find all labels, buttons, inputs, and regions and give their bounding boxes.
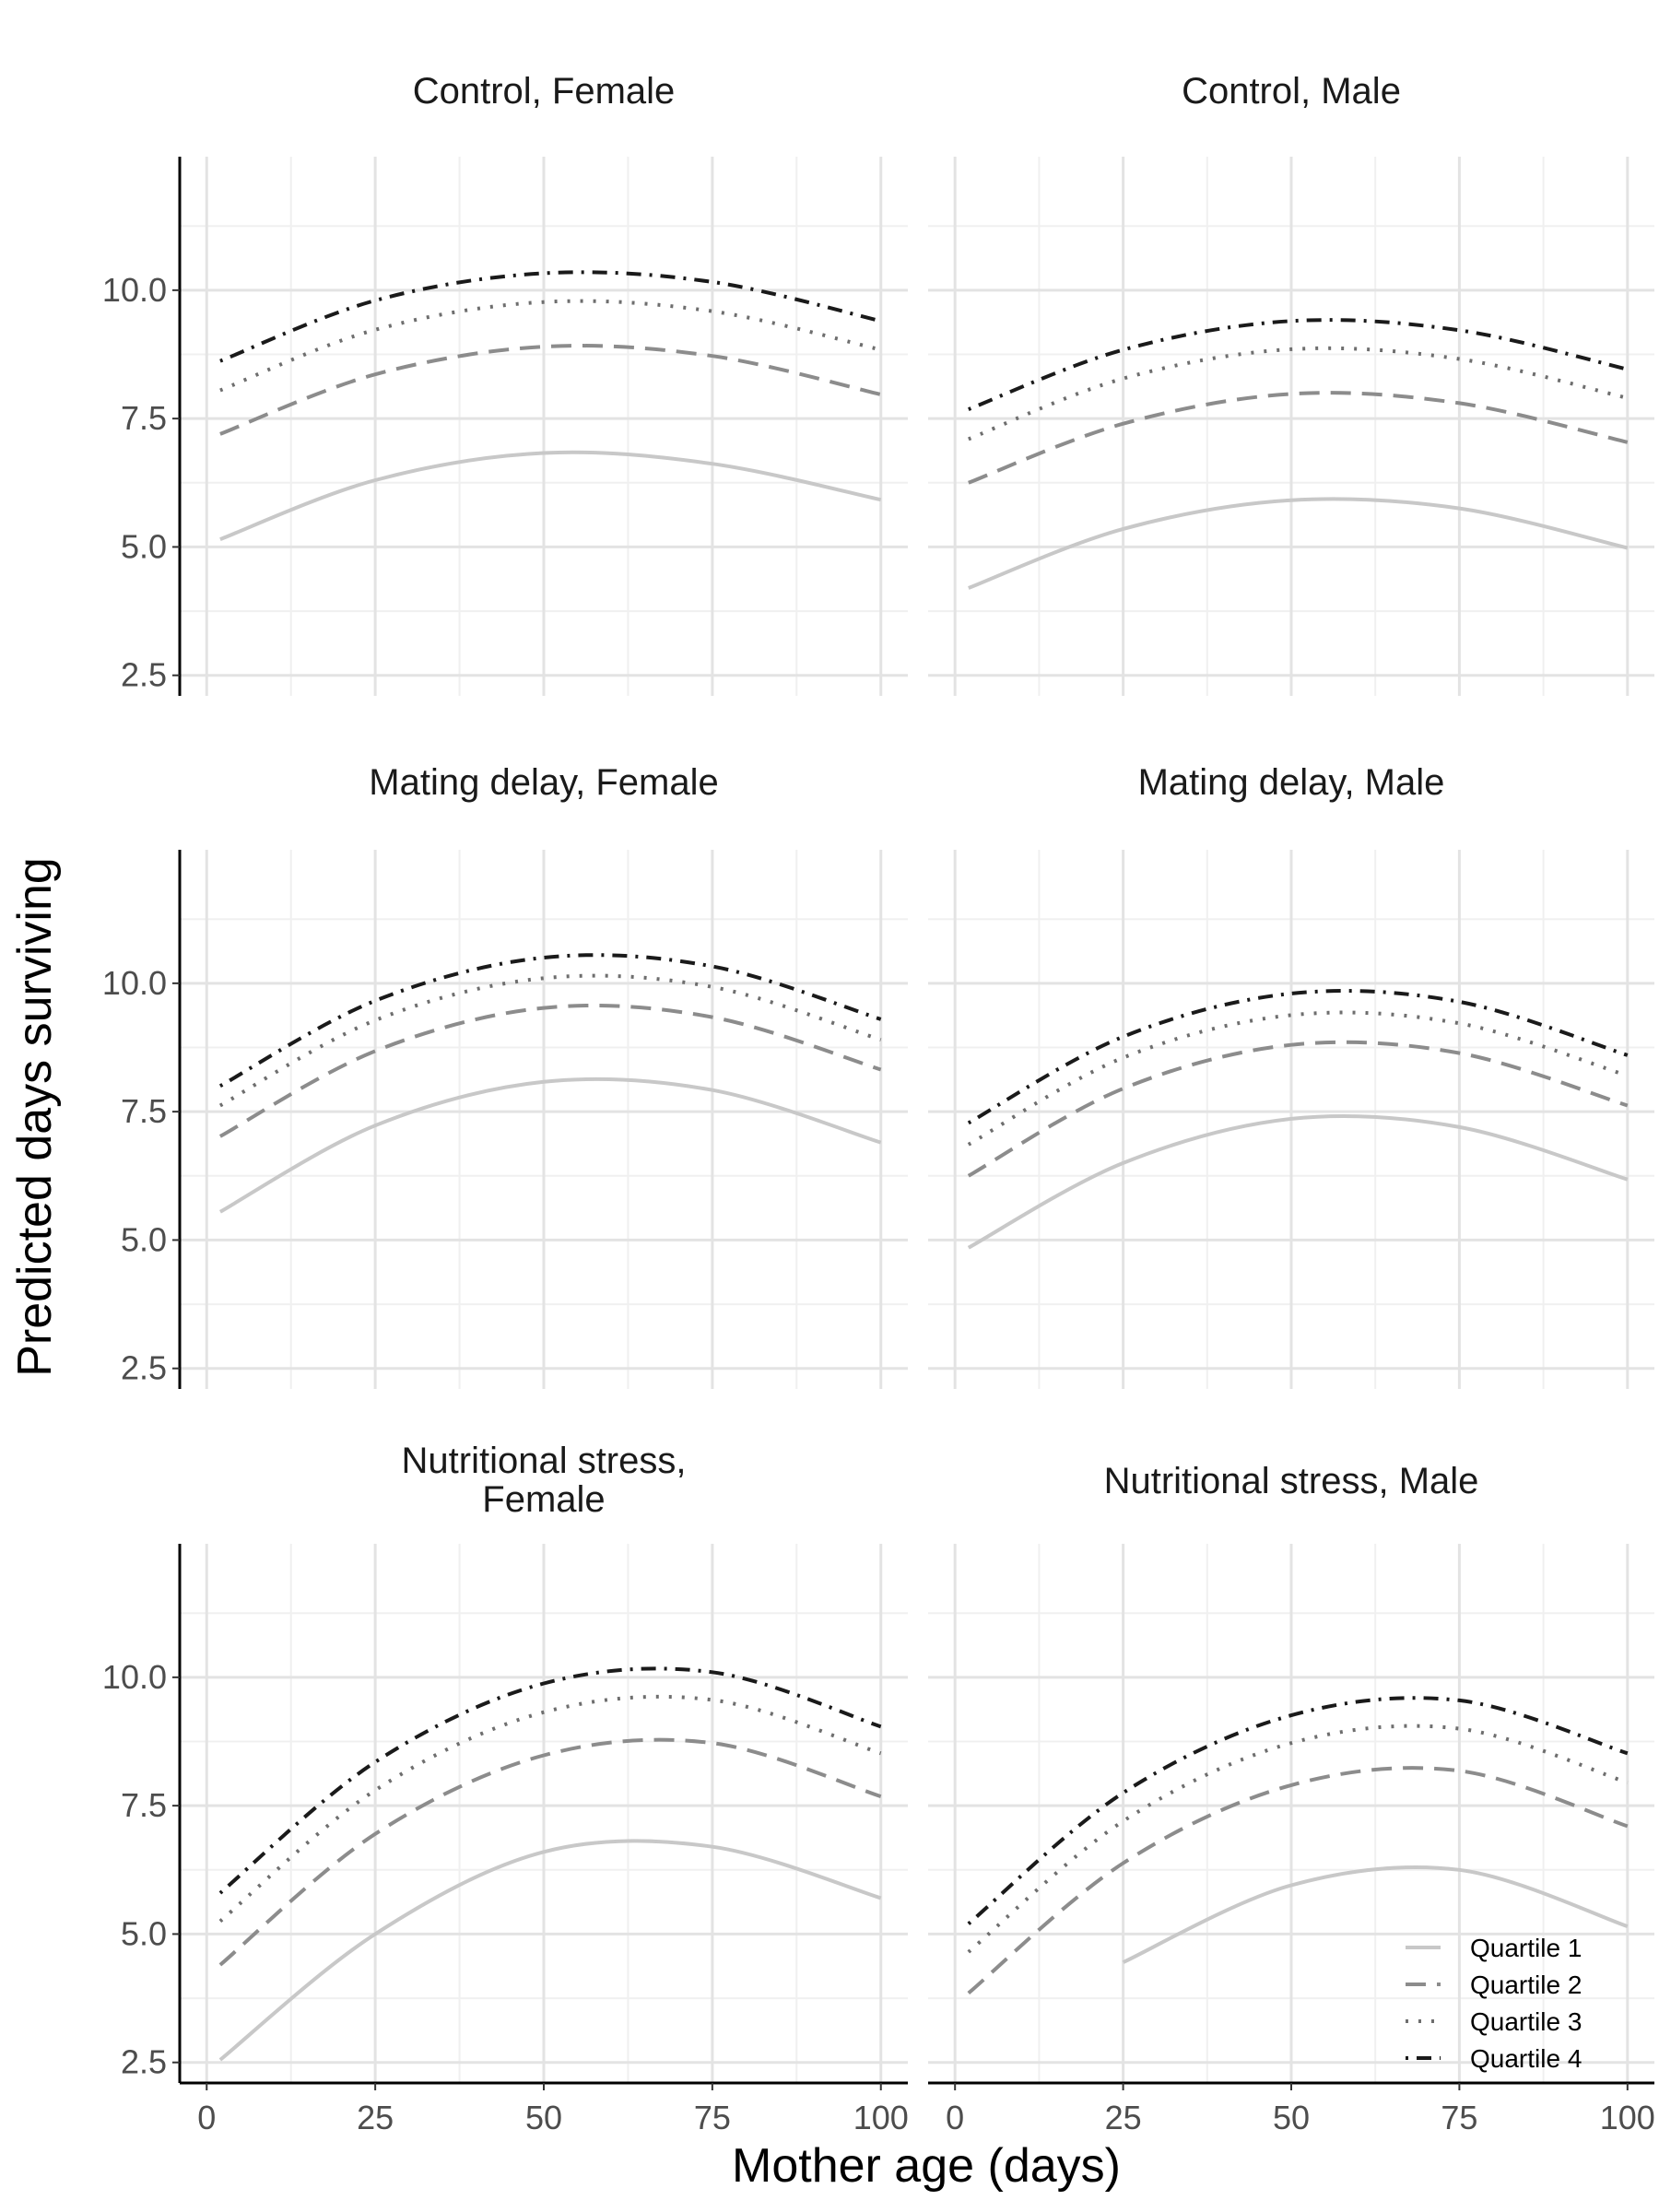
series-line: [218, 1077, 882, 1214]
y-tick-label: 10.0: [102, 1658, 167, 1696]
x-tick-label: 100: [853, 2099, 909, 2136]
panel: 2.5 5.0 7.5 10.0 Control, Female: [102, 71, 908, 696]
panel: Mating delay, Male: [928, 762, 1654, 1389]
panel: 0 25 50 75 100 Nutritional stress, Male: [928, 1461, 1655, 2136]
series-line: [218, 1003, 882, 1138]
x-tick-label: 75: [1441, 2099, 1477, 2136]
panels: 2.5 5.0 7.5 10.0 Control, Female Control, Mal…: [102, 71, 1655, 2136]
panel-title: Mating delay, Male: [1138, 762, 1445, 803]
legend-label: Quartile 4: [1470, 2044, 1582, 2073]
panel: Control, Male: [928, 71, 1654, 696]
series-line: [218, 973, 882, 1108]
y-tick-label: 7.5: [121, 1786, 167, 1824]
x-tick-label: 0: [946, 2099, 964, 2136]
legend: Quartile 1 Quartile 2 Quartile 3 Quartile 4: [1406, 1934, 1582, 2073]
x-tick-label: 25: [1105, 2099, 1142, 2136]
panel-title: Nutritional stress,: [402, 1441, 687, 1481]
y-tick-label: 2.5: [121, 1349, 167, 1387]
x-tick-label: 25: [357, 2099, 394, 2136]
y-axis-title: Predicted days surviving: [8, 857, 62, 1377]
panel-title: Female: [482, 1479, 605, 1520]
panel-title: Control, Male: [1182, 71, 1401, 112]
series-line: [219, 450, 882, 541]
x-tick-label: 50: [1273, 2099, 1310, 2136]
series-line: [967, 1010, 1629, 1147]
series-line: [967, 1766, 1629, 1995]
series-line: [968, 318, 1629, 411]
series-line: [218, 1694, 882, 1924]
panel: 2.5 5.0 7.5 10.0 0 25 50 75 100 Nutritional stres…: [102, 1441, 909, 2136]
x-tick-label: 0: [197, 2099, 216, 2136]
x-tick-label: 50: [525, 2099, 562, 2136]
x-tick-label: 75: [694, 2099, 731, 2136]
y-tick-label: 2.5: [121, 656, 167, 694]
y-tick-label: 10.0: [102, 271, 167, 309]
x-tick-label: 100: [1600, 2099, 1655, 2136]
series-line: [218, 953, 882, 1088]
series-line: [967, 1696, 1629, 1925]
legend-label: Quartile 1: [1470, 1934, 1582, 1962]
series-line: [218, 1737, 882, 1967]
panel: 2.5 5.0 7.5 10.0 Mating delay, Female: [102, 762, 908, 1389]
legend-label: Quartile 3: [1470, 2007, 1582, 2036]
series-line: [967, 989, 1629, 1125]
series-line: [219, 344, 882, 436]
series-line: [218, 1839, 882, 2062]
panel-title: Mating delay, Female: [369, 762, 718, 803]
y-tick-label: 5.0: [121, 1914, 167, 1952]
panel-title: Control, Female: [413, 71, 676, 112]
panel-title: Nutritional stress, Male: [1104, 1461, 1479, 1501]
y-tick-label: 5.0: [121, 527, 167, 565]
series-line: [967, 1040, 1629, 1178]
y-tick-label: 7.5: [121, 1092, 167, 1130]
series-line: [219, 270, 882, 363]
y-tick-label: 2.5: [121, 2043, 167, 2081]
series-line: [968, 346, 1629, 441]
series-line: [967, 1113, 1629, 1250]
series-line: [218, 1666, 882, 1895]
series-line: [968, 497, 1629, 590]
series-line: [968, 391, 1629, 485]
series-line: [967, 1724, 1629, 1954]
series-line: [1122, 1865, 1629, 1964]
x-axis-title: Mother age (days): [732, 2139, 1121, 2193]
legend-label: Quartile 2: [1470, 1971, 1582, 1999]
y-tick-label: 7.5: [121, 399, 167, 437]
y-tick-label: 5.0: [121, 1220, 167, 1258]
series-line: [219, 299, 882, 393]
y-tick-label: 10.0: [102, 964, 167, 1002]
